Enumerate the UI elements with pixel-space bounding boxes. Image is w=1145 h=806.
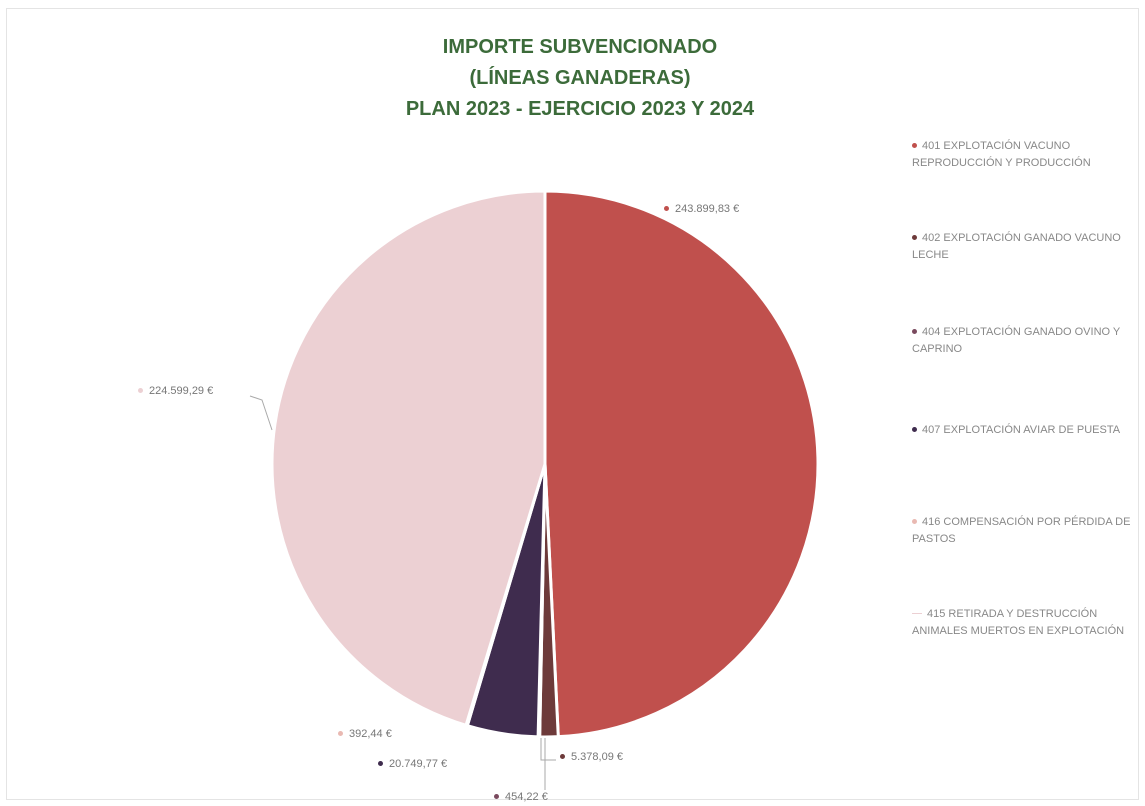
- data-label-marker-402: [560, 753, 565, 759]
- legend-entry-404: 404 EXPLOTACIÓN GANADO OVINO Y CAPRINO: [912, 324, 1140, 358]
- data-label-marker-415: [138, 387, 143, 393]
- legend-marker-401: [912, 142, 917, 148]
- legend-entry-402: 402 EXPLOTACIÓN GANADO VACUNO LECHE: [912, 230, 1140, 264]
- legend-marker-416: [912, 518, 917, 524]
- leader-line-415: [249, 395, 273, 431]
- legend-label-401: 401 EXPLOTACIÓN VACUNO REPRODUCCIÓN Y PR…: [912, 140, 1091, 169]
- data-label-marker-401: [664, 205, 669, 211]
- legend-label-415: 415 RETIRADA Y DESTRUCCIÓN ANIMALES MUER…: [912, 608, 1125, 637]
- legend-label-416: 416 COMPENSACIÓN POR PÉRDIDA DE PASTOS: [912, 516, 1131, 545]
- legend-marker-415: [912, 612, 922, 614]
- data-label-text-404: 454,22 €: [505, 791, 548, 803]
- chart-title-line-3: PLAN 2023 - EJERCICIO 2023 Y 2024: [405, 98, 755, 120]
- data-label-415: 224.599,29 €: [138, 385, 213, 397]
- legend-marker-404: [912, 328, 917, 334]
- legend-entry-416: 416 COMPENSACIÓN POR PÉRDIDA DE PASTOS: [912, 514, 1140, 548]
- legend-label-404: 404 EXPLOTACIÓN GANADO OVINO Y CAPRINO: [912, 326, 1121, 355]
- chart-title-line-2: (LÍNEAS GANADERAS): [469, 67, 691, 89]
- legend-label-407: 407 EXPLOTACIÓN AVIAR DE PUESTA: [922, 424, 1121, 436]
- legend-entry-401: 401 EXPLOTACIÓN VACUNO REPRODUCCIÓN Y PR…: [912, 138, 1140, 172]
- data-label-407: 20.749,77 €: [378, 758, 447, 770]
- legend-marker-407: [912, 426, 917, 432]
- pie-slice-415: [270, 189, 547, 728]
- data-label-marker-407: [378, 760, 383, 766]
- pie-slice-401: [543, 189, 820, 739]
- data-label-404: 454,22 €: [494, 791, 548, 803]
- legend-entry-407: 407 EXPLOTACIÓN AVIAR DE PUESTA: [912, 422, 1140, 439]
- chart-title-line-1: IMPORTE SUBVENCIONADO: [442, 36, 718, 58]
- data-label-401: 243.899,83 €: [664, 203, 739, 215]
- legend-marker-402: [912, 234, 917, 240]
- data-label-text-407: 20.749,77 €: [389, 758, 448, 770]
- data-label-text-401: 243.899,83 €: [675, 203, 740, 215]
- leader-line-402: [540, 738, 556, 761]
- data-label-402: 5.378,09 €: [560, 751, 623, 763]
- legend-label-402: 402 EXPLOTACIÓN GANADO VACUNO LECHE: [912, 232, 1121, 261]
- data-label-416: 392,44 €: [338, 728, 392, 740]
- data-label-marker-416: [338, 730, 343, 736]
- data-label-marker-404: [494, 793, 499, 799]
- data-label-text-402: 5.378,09 €: [571, 751, 623, 763]
- data-label-text-416: 392,44 €: [349, 728, 392, 740]
- legend-entry-415: 415 RETIRADA Y DESTRUCCIÓN ANIMALES MUER…: [912, 606, 1140, 640]
- chart-title: IMPORTE SUBVENCIONADO (LÍNEAS GANADERAS)…: [300, 32, 860, 125]
- data-label-text-415: 224.599,29 €: [149, 385, 214, 397]
